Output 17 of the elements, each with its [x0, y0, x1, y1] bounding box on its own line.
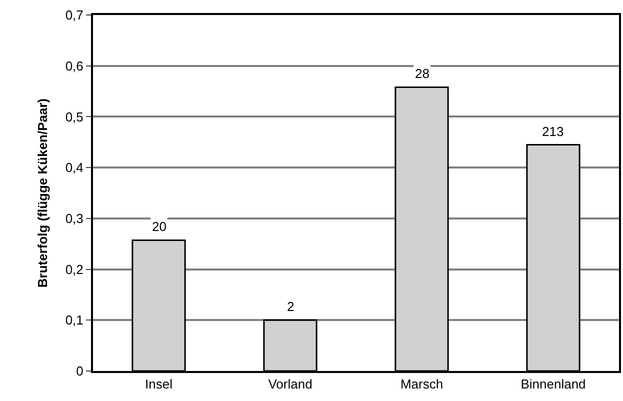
- y-tick-label: 0: [76, 364, 84, 379]
- y-tick-label: 0,6: [65, 58, 84, 74]
- x-tick-label: Marsch: [400, 376, 444, 392]
- y-axis-title: Bruterfolg (flügge Küken/Paar): [34, 98, 50, 288]
- y-tick-label: 0,4: [65, 160, 84, 176]
- y-tick-label: 0,5: [65, 109, 84, 124]
- y-tick-label: 0,1: [65, 312, 84, 328]
- y-tick-label: 0,3: [65, 210, 84, 226]
- annotation: 213: [542, 124, 564, 139]
- y-tick-label: 0,2: [65, 262, 84, 277]
- annotation: 2: [287, 299, 294, 314]
- annotation: 20: [152, 219, 166, 234]
- x-tick-label: Binnenland: [520, 376, 586, 392]
- x-tick-label: Insel: [145, 376, 173, 392]
- y-tick-label: 0,7: [65, 8, 84, 23]
- x-tick-label: Vorland: [268, 376, 312, 392]
- annotation: 28: [415, 66, 430, 81]
